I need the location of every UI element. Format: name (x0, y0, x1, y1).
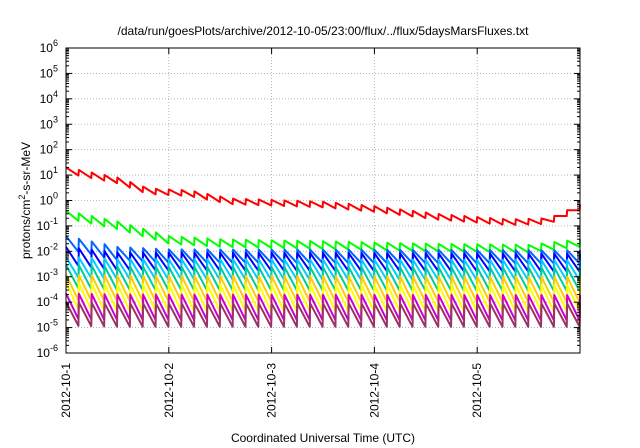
y-tick-label: 10-6 (37, 343, 58, 360)
y-tick-labels: 10-6 10-5 10-4 10-3 10-2 10-1 100 101 102 103 104 1… (37, 38, 58, 360)
chart-title: /data/run/goesPlots/archive/2012-10-05/2… (118, 24, 530, 38)
series-layer (65, 166, 581, 328)
x-tick-label: 2012-10-4 (367, 363, 381, 418)
y-tick-label: 10-1 (37, 216, 58, 233)
series-line-1 (65, 209, 581, 254)
y-tick-label: 10-4 (37, 292, 58, 309)
y-tick-label: 103 (40, 114, 58, 131)
x-tick-label: 2012-10-5 (470, 363, 484, 418)
y-tick-label: 101 (40, 165, 58, 182)
axis-ticks (65, 47, 580, 354)
y-tick-label: 10-3 (37, 267, 58, 284)
x-tick-label: 2012-10-3 (265, 363, 279, 418)
series-line-0 (65, 166, 581, 226)
series-line-9 (65, 301, 581, 328)
y-tick-label: 102 (40, 140, 58, 157)
y-tick-label: 100 (40, 191, 58, 208)
x-tick-labels: 2012-10-1 2012-10-2 2012-10-3 2012-10-4 2012… (59, 363, 484, 418)
y-axis-label: protons/cm2-s-sr-MeV (17, 142, 33, 259)
y-tick-label: 105 (40, 63, 58, 80)
y-tick-label: 10-5 (37, 318, 58, 335)
y-tick-label: 104 (40, 89, 58, 106)
x-tick-label: 2012-10-1 (59, 363, 73, 418)
x-tick-label: 2012-10-2 (162, 363, 176, 418)
y-tick-label: 10-2 (37, 241, 58, 258)
y-tick-label: 106 (40, 38, 58, 55)
x-axis-label: Coordinated Universal Time (UTC) (231, 431, 415, 445)
